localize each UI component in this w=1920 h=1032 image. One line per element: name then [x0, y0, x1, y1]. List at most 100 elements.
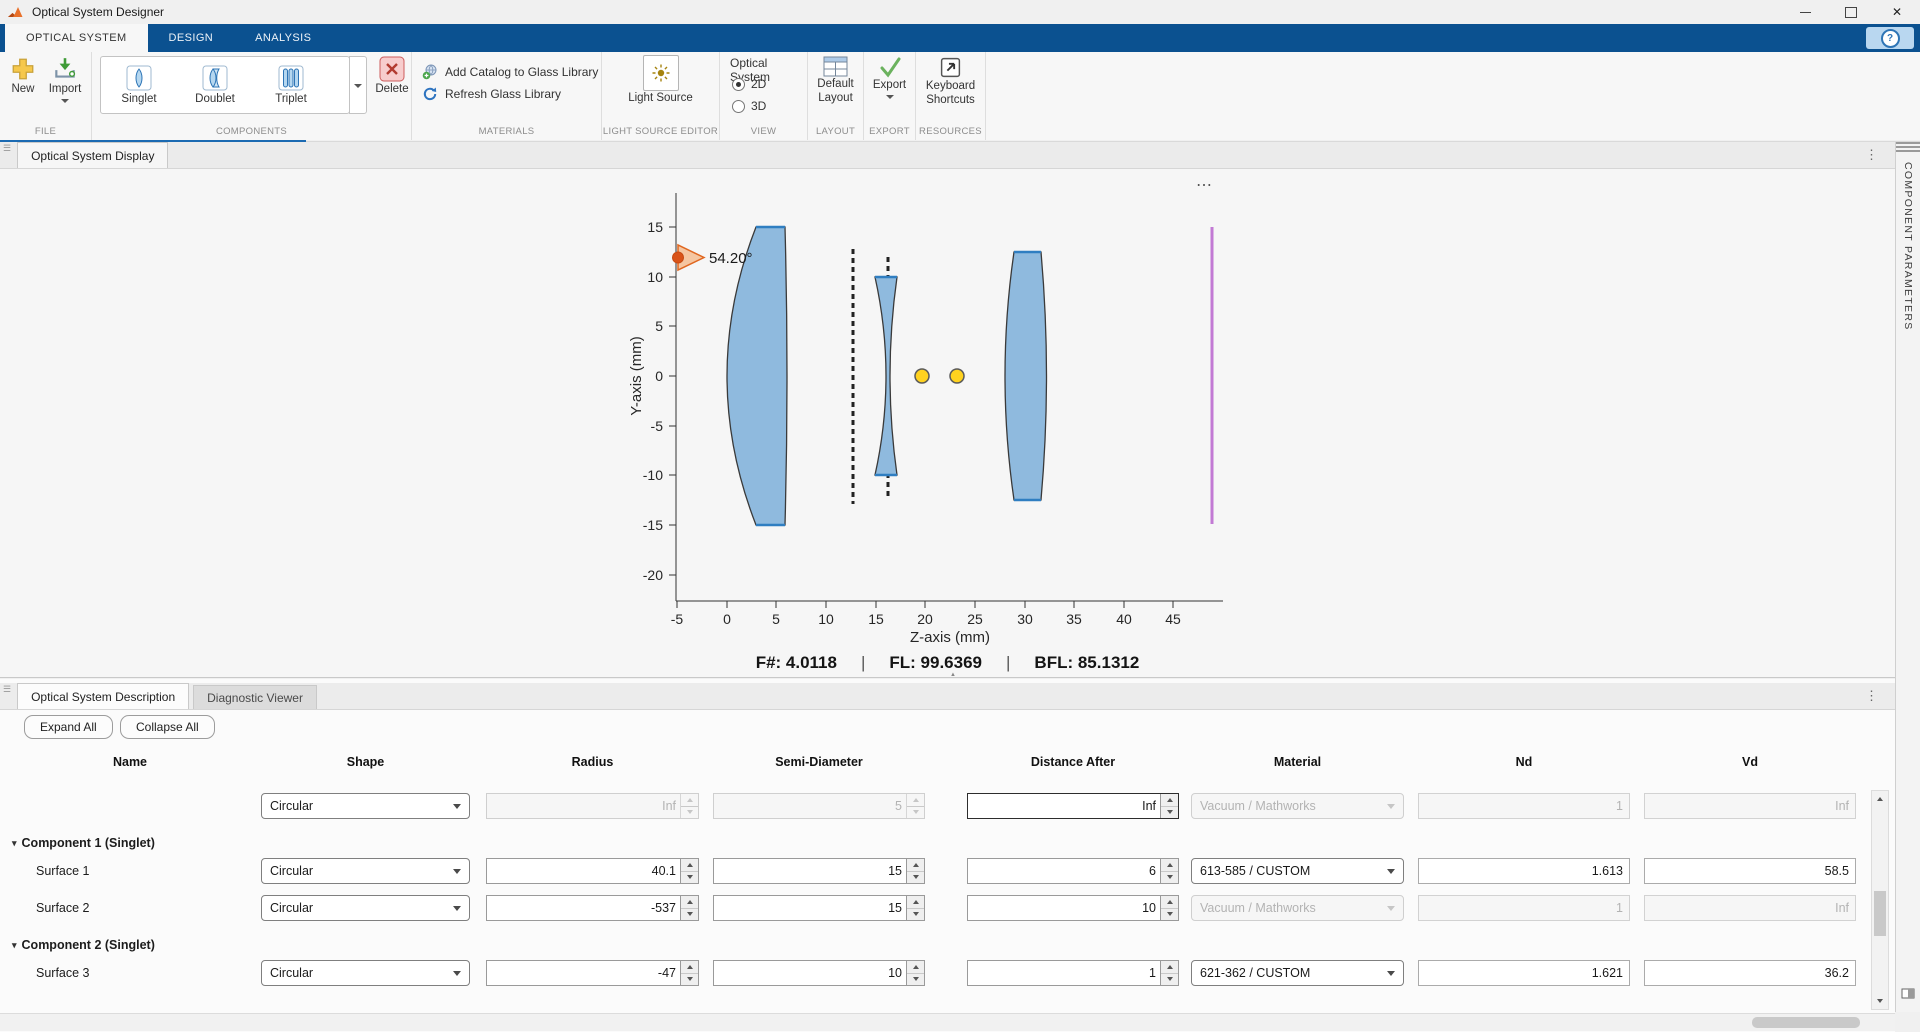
material-dropdown[interactable]: 621-362 / CUSTOM	[1191, 960, 1404, 986]
distance-after-spinner[interactable]: 10	[967, 895, 1179, 921]
x-axis-label: Z-axis (mm)	[910, 629, 990, 646]
light-source-angle-marker[interactable]: 54.20°	[673, 245, 753, 270]
radius-spinner[interactable]: -537	[486, 895, 699, 921]
tab-optical-system-description[interactable]: Optical System Description	[17, 683, 189, 709]
f-number-value: F#: 4.0118	[756, 653, 837, 673]
lens-component-2[interactable]	[875, 277, 897, 475]
vd-field[interactable]: 58.5	[1644, 858, 1856, 884]
gallery-dropdown-button[interactable]	[349, 56, 367, 114]
window-title: Optical System Designer	[32, 5, 164, 19]
surface-name: Surface 3	[36, 960, 90, 986]
shape-dropdown[interactable]: Circular	[261, 858, 470, 884]
chevron-down-icon	[453, 869, 461, 874]
col-header-radius: Radius	[486, 755, 699, 769]
radio-2d[interactable]: 2D	[732, 77, 766, 91]
vd-field[interactable]: 36.2	[1644, 960, 1856, 986]
expand-all-button[interactable]: Expand All	[24, 715, 113, 739]
table-horizontal-scrollbar[interactable]	[0, 1013, 1895, 1031]
semi-diameter-spinner[interactable]: 15	[713, 895, 925, 921]
chevron-down-icon	[453, 906, 461, 911]
material-dropdown: Vacuum / Mathworks	[1191, 793, 1404, 819]
keyboard-shortcuts-button[interactable]: Keyboard Shortcuts	[916, 56, 985, 107]
new-button[interactable]: New	[4, 56, 42, 96]
import-button[interactable]: Import	[42, 56, 88, 103]
add-catalog-button[interactable]: Add Catalog to Glass Library	[422, 63, 598, 81]
radio-3d[interactable]: 3D	[732, 99, 766, 113]
tab-optical-system-display[interactable]: Optical System Display	[17, 142, 168, 168]
svg-text:40: 40	[1116, 611, 1132, 627]
nd-field[interactable]: 1.621	[1418, 960, 1630, 986]
component-parameters-collapsed-panel[interactable]: COMPONENT PARAMETERS	[1895, 142, 1920, 1012]
bottom-panel-menu-icon[interactable]: ⋮	[1865, 688, 1879, 704]
section-view: Optical System 2D 3D VIEW	[720, 52, 808, 140]
vertical-scrollbar-thumb[interactable]	[1874, 891, 1886, 936]
export-dropdown-caret-icon	[886, 95, 894, 99]
help-button[interactable]: ?	[1866, 27, 1914, 49]
light-source-button[interactable]: Light Source	[602, 55, 719, 105]
component-2-group-row[interactable]: ▾Component 2 (Singlet)	[12, 936, 155, 954]
tab-analysis[interactable]: ANALYSIS	[234, 24, 332, 52]
tab-group-grip-icon[interactable]: ☰	[3, 144, 11, 153]
radius-spinner[interactable]: -47	[486, 960, 699, 986]
distance-after-spinner[interactable]: Inf	[967, 793, 1179, 819]
svg-text:-15: -15	[643, 517, 663, 533]
focal-point-marker-1[interactable]	[915, 369, 929, 383]
nd-field[interactable]: 1.613	[1418, 858, 1630, 884]
focal-length-value: FL: 99.6369	[889, 653, 982, 673]
delete-button[interactable]: Delete	[372, 56, 412, 96]
maximize-button[interactable]	[1828, 0, 1874, 24]
shape-dropdown[interactable]: Circular	[261, 793, 470, 819]
semi-diameter-spinner[interactable]: 10	[713, 960, 925, 986]
gallery-item-triplet[interactable]: Triplet	[253, 65, 329, 105]
dock-corner-icon[interactable]	[1901, 986, 1915, 1004]
component-1-group-row[interactable]: ▾Component 1 (Singlet)	[12, 834, 155, 852]
refresh-glass-library-button[interactable]: Refresh Glass Library	[422, 85, 561, 103]
section-label-export: EXPORT	[864, 125, 915, 140]
collapse-all-button[interactable]: Collapse All	[120, 715, 215, 739]
table-row: Surface 3 Circular -47 10 1 621-362 / CU…	[0, 960, 1895, 987]
document-actions-menu-icon[interactable]: ⋮	[1865, 147, 1879, 163]
col-header-distance-after: Distance After	[967, 755, 1179, 769]
export-button[interactable]: Export	[864, 56, 915, 99]
collapse-triangle-icon: ▾	[12, 838, 17, 848]
svg-text:-10: -10	[643, 467, 663, 483]
focal-point-marker-2[interactable]	[950, 369, 964, 383]
distance-after-spinner[interactable]: 6	[967, 858, 1179, 884]
scroll-down-arrow-icon[interactable]	[1872, 993, 1888, 1009]
lens-component-3[interactable]	[1005, 252, 1047, 500]
surface-name: Surface 2	[36, 895, 90, 921]
radius-spinner[interactable]: 40.1	[486, 858, 699, 884]
section-components: Singlet Doublet	[92, 52, 412, 140]
y-tick-labels: 1510 50 -5-10 -15-20	[643, 219, 663, 583]
minimize-button[interactable]	[1782, 0, 1828, 24]
vd-field: Inf	[1644, 895, 1856, 921]
col-header-semi-diameter: Semi-Diameter	[713, 755, 925, 769]
axes-toolbar-ellipsis-icon[interactable]: ⋯	[1196, 175, 1213, 195]
horizontal-scrollbar-thumb[interactable]	[1752, 1017, 1860, 1028]
col-header-name: Name	[30, 755, 230, 769]
tab-diagnostic-viewer[interactable]: Diagnostic Viewer	[193, 685, 317, 709]
table-vertical-scrollbar[interactable]	[1871, 790, 1889, 1010]
semi-diameter-spinner[interactable]: 15	[713, 858, 925, 884]
nd-field: 1	[1418, 793, 1630, 819]
close-button[interactable]: ✕	[1874, 0, 1920, 24]
default-layout-button[interactable]: Default Layout	[808, 56, 863, 105]
bottom-tab-group-grip-icon[interactable]: ☰	[3, 685, 11, 694]
toolbar-spacer	[986, 52, 1920, 140]
tab-design[interactable]: DESIGN	[148, 24, 235, 52]
lens-component-1[interactable]	[727, 227, 787, 525]
angle-annotation-label: 54.20°	[709, 250, 753, 267]
distance-after-spinner[interactable]: 1	[967, 960, 1179, 986]
tab-optical-system[interactable]: OPTICAL SYSTEM	[5, 24, 148, 52]
gallery-item-singlet[interactable]: Singlet	[101, 65, 177, 105]
section-file: New Import FILE	[0, 52, 92, 140]
nd-field: 1	[1418, 895, 1630, 921]
gallery-item-doublet[interactable]: Doublet	[177, 65, 253, 105]
optical-layout-plot: 1510 50 -5-10 -15-20 -50 510 1520 2530 3…	[0, 169, 1895, 648]
scroll-up-arrow-icon[interactable]	[1872, 791, 1888, 807]
shape-dropdown[interactable]: Circular	[261, 895, 470, 921]
component-parameters-label: COMPONENT PARAMETERS	[1902, 162, 1914, 331]
material-dropdown[interactable]: 613-585 / CUSTOM	[1191, 858, 1404, 884]
section-resources: Keyboard Shortcuts RESOURCES	[916, 52, 986, 140]
shape-dropdown[interactable]: Circular	[261, 960, 470, 986]
